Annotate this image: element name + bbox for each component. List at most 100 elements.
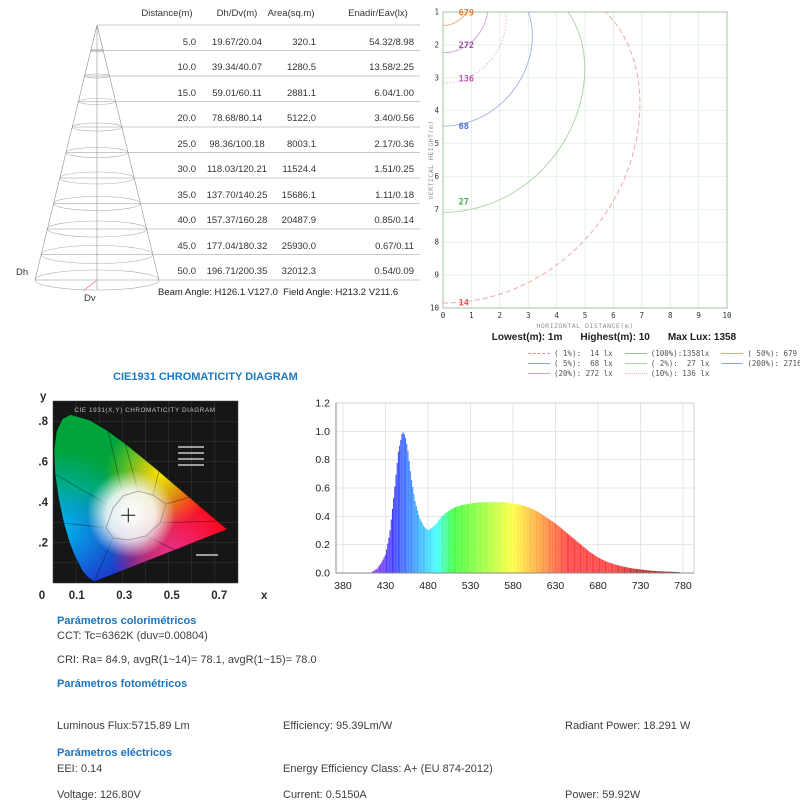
spd-bar: [446, 512, 448, 573]
spd-bar: [419, 518, 421, 573]
cie-inner-title: CIE 1931(X,Y) CHROMATICITY DIAGRAM: [74, 407, 215, 414]
spd-bar: [458, 505, 460, 573]
spd-bar: [463, 504, 465, 573]
table-cell: 40.0: [177, 215, 197, 226]
spd-bar: [622, 566, 624, 573]
spd-bar: [672, 571, 674, 573]
spd-bar: [668, 571, 670, 573]
spd-bar: [376, 568, 378, 573]
spd-bar: [557, 525, 559, 573]
legend-item: (10%): 136 lx: [624, 368, 710, 378]
spd-bar: [500, 502, 502, 573]
spd-bar: [527, 507, 529, 573]
table-cell: 20.0: [177, 113, 197, 124]
isolux-panel: 1 2 3 4 5 6 7 8 9 10 0 1 2 3 4 5 6 7 8 9 10 HORIZONTAL DISTAN…: [427, 0, 800, 378]
legend-label: (10%): 136 lx: [650, 368, 710, 378]
table-cell: 320.1: [292, 36, 316, 48]
spd-bar: [456, 506, 458, 573]
spd-bar: [535, 511, 538, 573]
table-cell: 54.32/8.98: [369, 36, 414, 48]
spd-bar: [612, 563, 614, 573]
table-cell: 196.71/200.35: [206, 266, 268, 277]
spd-bar: [573, 539, 576, 573]
spd-bar: [534, 510, 536, 573]
isolux-summary: Lowest(m): 1m Highest(m): 10 Max Lux: 1358: [428, 332, 800, 343]
y-tick-label: 3: [434, 73, 439, 82]
table-cell: 2.17/0.36: [374, 138, 414, 150]
beam-angle-summary: Beam Angle: H126.1 V127.0 Field Angle: H…: [158, 287, 399, 298]
spd-bar: [577, 542, 579, 573]
spd-bar: [650, 570, 652, 573]
spd-bar: [521, 505, 523, 573]
spd-bar: [472, 503, 474, 573]
spd-bar: [525, 506, 527, 573]
spd-bar: [421, 523, 423, 573]
spd-bar: [663, 571, 665, 573]
spd-bar: [475, 502, 477, 573]
spd-bar: [494, 502, 496, 573]
spd-bar: [591, 553, 593, 573]
table-cell: 13.58/2.25: [369, 62, 414, 73]
legend-label: (20%): 272 lx: [554, 368, 613, 378]
spd-bar: [603, 560, 605, 573]
spd-y-tick: 0.6: [315, 482, 330, 494]
table-cell: 5122.0: [286, 113, 316, 124]
spd-bar: [504, 502, 507, 573]
spd-bar: [619, 565, 621, 573]
spd-bar: [546, 517, 548, 573]
table-cell: 0.67/0.11: [375, 240, 414, 252]
table-cell: 50.0: [177, 266, 197, 277]
spd-bar: [487, 502, 489, 573]
beam-cone-diagram: [34, 24, 420, 292]
spd-bar: [602, 559, 604, 573]
table-cell: 98.36/100.18: [209, 138, 265, 150]
spd-bar: [675, 571, 677, 573]
spd-y-tick: 0.0: [315, 568, 330, 580]
spd-bar: [457, 506, 459, 573]
isolux-legend: ( 1%): 14 lx( 5%): 68 lx (20%): 272 lx (10…: [528, 348, 800, 378]
spd-bar: [564, 531, 566, 573]
legend-swatch: [721, 362, 744, 364]
spd-x-tick: 730: [632, 580, 650, 592]
electrical-col2: Current: 0.5150A Frequency: 60.00Hz: [283, 760, 382, 800]
spd-bar: [531, 508, 533, 573]
spd-bar: [613, 564, 615, 573]
spd-bar: [644, 569, 646, 573]
y-tick-label: 6: [434, 172, 439, 181]
spd-bar: [524, 506, 526, 573]
isolux-curve-label: 68: [459, 122, 469, 132]
legend-label: ( 1%): 14 lx: [554, 348, 613, 358]
spd-bar: [469, 503, 471, 573]
spd-bar: [641, 569, 643, 573]
spd-bar: [639, 569, 641, 573]
spd-bar: [566, 533, 568, 573]
spd-bar: [625, 567, 627, 573]
spd-bar: [522, 505, 524, 573]
spd-bar: [579, 544, 582, 573]
spd-bar: [581, 545, 583, 573]
spd-bar: [476, 502, 478, 573]
x-tick-label: 8: [668, 311, 673, 320]
spd-bar: [563, 530, 565, 573]
spd-bar: [477, 502, 479, 573]
spd-bar: [558, 526, 560, 573]
legend-item: ( 5%): 68 lx: [528, 358, 613, 368]
spd-bar: [440, 517, 442, 573]
max-lux-value: Max Lux: 1358: [667, 332, 737, 343]
spd-bar: [600, 558, 602, 573]
spd-bar: [460, 505, 463, 573]
spd-bar: [382, 559, 384, 573]
legend-column: (100%):1358lx( 2%): 27 lx (10%): 136 lx: [624, 348, 710, 378]
spd-bar: [371, 571, 373, 573]
spd-bar: [452, 508, 454, 573]
cie-mini-legend-marks: [178, 446, 218, 556]
spd-bar: [403, 434, 405, 573]
x-tick-label: 6: [611, 311, 616, 320]
legend-label: (100%):1358lx: [650, 348, 710, 358]
x-tick-label: 0: [441, 311, 446, 320]
photometric-col3: Radiant Power: 18.291 W Pupil Factor (Kp…: [565, 691, 690, 800]
spd-bar: [529, 508, 532, 573]
isolux-curve-2%: [442, 11, 586, 213]
spd-bar: [438, 520, 440, 573]
spd-bar: [537, 511, 539, 573]
